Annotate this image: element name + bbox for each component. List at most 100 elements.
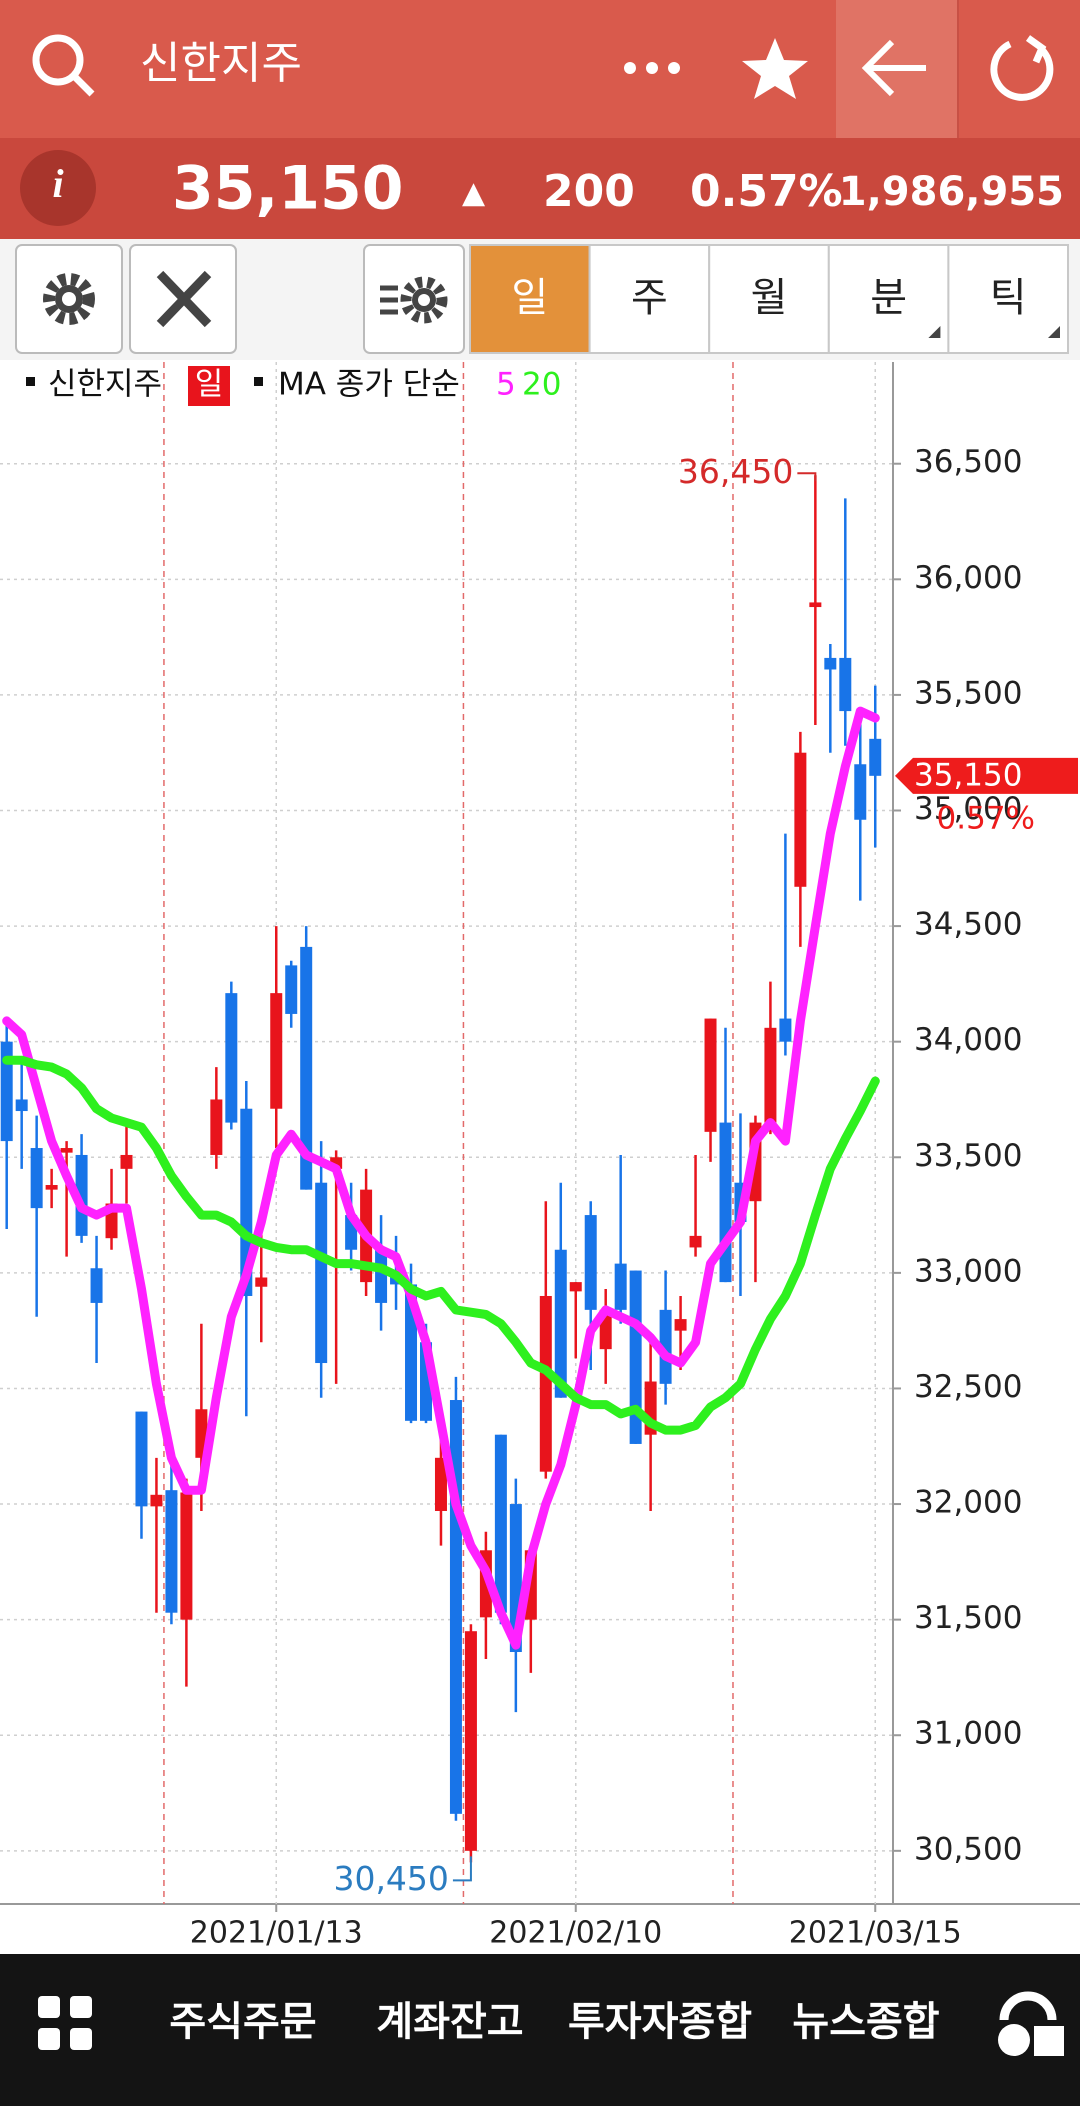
candle-body xyxy=(659,1309,672,1384)
candle-body xyxy=(315,1182,328,1364)
y-tick-label: 31,500 xyxy=(914,1600,1022,1636)
annotation-arrow xyxy=(797,472,817,482)
candle-body xyxy=(494,1434,507,1613)
period-tab[interactable] xyxy=(588,244,711,354)
nav-item[interactable]: 주식주문 xyxy=(169,1999,316,2045)
y-tick-label: 35,000 xyxy=(914,791,1022,827)
legend-name: 신한지주 xyxy=(48,367,162,403)
menu-icon[interactable] xyxy=(38,1996,92,2050)
title: 신한지주 xyxy=(140,38,302,89)
indicator-button[interactable] xyxy=(363,244,465,354)
candle-body xyxy=(824,657,837,670)
candle-body xyxy=(225,993,238,1123)
last-price-tag xyxy=(895,757,1078,794)
candle-body xyxy=(45,1185,58,1190)
legend-marker xyxy=(26,377,35,386)
candle-body xyxy=(539,1295,552,1472)
x-tick-label: 2021/02/10 xyxy=(489,1916,662,1951)
period-label: 분 xyxy=(870,275,907,321)
candle-body xyxy=(674,1319,687,1331)
y-tick-label: 33,500 xyxy=(914,1138,1022,1174)
candle-body xyxy=(300,946,313,1190)
annotation-label: 30,450 xyxy=(333,1859,448,1898)
period-tab[interactable] xyxy=(827,244,950,354)
info-icon: i xyxy=(52,161,63,206)
candle-body xyxy=(554,1249,567,1398)
y-tick-label: 35,500 xyxy=(914,675,1022,711)
dropdown-marker xyxy=(928,326,941,338)
more-icon[interactable] xyxy=(624,62,680,74)
period-label: 주 xyxy=(631,275,668,321)
ma-line xyxy=(2,706,880,1650)
candle-body xyxy=(165,1490,178,1613)
candle-body xyxy=(584,1215,597,1310)
nav-item[interactable]: 투자자종합 xyxy=(568,1999,752,2045)
back-icon[interactable] xyxy=(861,39,926,97)
search-icon[interactable] xyxy=(32,34,95,97)
y-tick-label: 32,000 xyxy=(914,1485,1022,1521)
candle-body xyxy=(30,1148,43,1209)
legend-marker xyxy=(254,377,263,386)
volume: 1,986,955 xyxy=(839,169,1064,215)
change-pct: 0.57% xyxy=(690,166,843,217)
y-tick-label: 31,000 xyxy=(914,1716,1022,1752)
candle-body xyxy=(809,602,822,608)
settings-button[interactable] xyxy=(15,244,123,354)
candle-body xyxy=(120,1154,133,1169)
y-tick-label: 30,500 xyxy=(914,1831,1022,1867)
annotation-label: 36,450 xyxy=(678,452,793,491)
legend-ma: MA 종가 단순 xyxy=(278,367,460,403)
period-label: 틱 xyxy=(990,275,1027,321)
last-price-label: 35,150 xyxy=(914,757,1022,793)
candle-body xyxy=(180,1492,193,1620)
star-icon[interactable] xyxy=(742,38,808,99)
period-label: 월 xyxy=(751,275,788,321)
dropdown-marker xyxy=(1048,326,1060,338)
candle-body xyxy=(719,1122,732,1283)
change: 200 xyxy=(543,166,635,217)
candle-body xyxy=(569,1282,582,1292)
candle-body xyxy=(434,1457,447,1511)
candle-body xyxy=(75,1154,88,1236)
period-label: 일 xyxy=(511,275,548,321)
y-tick-label: 34,500 xyxy=(914,907,1022,943)
candle-body xyxy=(764,1027,777,1123)
candle-body xyxy=(375,1249,388,1303)
y-tick-label: 34,000 xyxy=(914,1022,1022,1058)
legend-period: 일 xyxy=(195,367,224,403)
lock-icon[interactable] xyxy=(998,1991,1064,2056)
annotation-arrow xyxy=(452,1856,472,1882)
candle-body xyxy=(60,1148,73,1153)
candle-body xyxy=(255,1277,268,1287)
candle-body xyxy=(704,1018,717,1132)
period-tab[interactable] xyxy=(469,244,591,354)
candle-body xyxy=(839,657,852,712)
direction: ▲ xyxy=(462,176,485,211)
period-tab[interactable] xyxy=(947,244,1070,354)
legend-ma5: 5 xyxy=(496,367,516,403)
info-button[interactable] xyxy=(20,150,96,226)
x-tick-label: 2021/03/15 xyxy=(789,1916,962,1951)
y-tick-label: 32,500 xyxy=(914,1369,1022,1405)
candle-body xyxy=(689,1235,702,1248)
candle-body xyxy=(794,752,807,887)
candle-body xyxy=(210,1099,223,1155)
legend-period-bg xyxy=(188,366,230,406)
candle-body xyxy=(0,1041,13,1142)
nav-item[interactable]: 뉴스종합 xyxy=(792,1999,939,2045)
legend-ma20: 20 xyxy=(522,367,561,403)
legend: 신한지주 일 MA 종가 단순 5 20 xyxy=(26,366,561,406)
candle-body xyxy=(15,1099,28,1112)
price: 35,150 xyxy=(172,154,404,224)
candle-body xyxy=(285,965,298,1014)
refresh-icon[interactable] xyxy=(990,35,1054,101)
ma-line xyxy=(2,1055,880,1435)
tools-button[interactable] xyxy=(129,244,237,354)
candle-body xyxy=(135,1411,148,1507)
nav-item[interactable]: 계좌잔고 xyxy=(376,1999,523,2045)
candle-body xyxy=(464,1631,477,1851)
quote-bar xyxy=(0,138,1080,239)
candle-body xyxy=(330,1157,343,1169)
